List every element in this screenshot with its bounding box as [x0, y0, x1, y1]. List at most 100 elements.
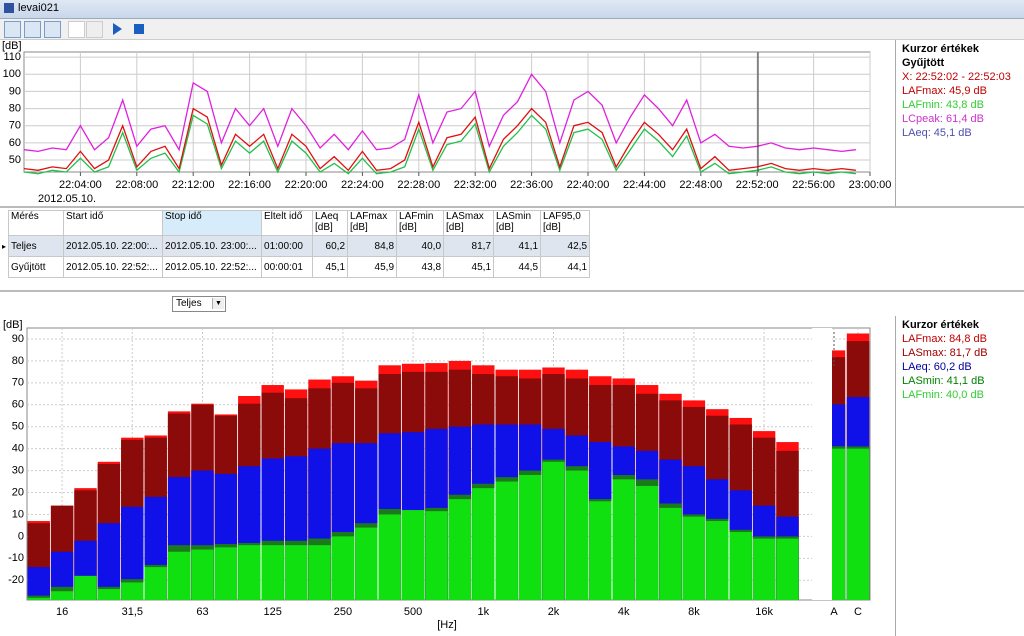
x-tick-label: 22:28:00 — [397, 179, 440, 191]
spectrum-bar — [401, 510, 425, 600]
table-cell: 01:00:00 — [261, 235, 314, 257]
x-tick-label: 31,5 — [122, 606, 143, 618]
table-area: Mérés Start idő Stop idő Eltelt idő LAeq [dB]… — [0, 206, 1024, 292]
spectrum-bar — [191, 549, 214, 600]
tool-button[interactable] — [44, 21, 61, 38]
header-cell: LAF95,0 [dB] — [540, 210, 591, 236]
series-line — [23, 73, 856, 153]
spectrum-bar — [425, 511, 448, 600]
cursor-panel: Kurzor értékek Gyűjtött X: 22:52:02 - 22:5… — [895, 40, 1024, 206]
panel-item: LAeq: 45,1 dB — [902, 127, 972, 139]
x-tick-label: 22:52:00 — [736, 179, 779, 191]
spectrum-bar — [495, 481, 518, 600]
header-label: Start idő — [66, 211, 104, 223]
table-row: Gyűjtött 2012.05.10. 22:52:... 2012.05.10.… — [0, 256, 591, 278]
spectrum-bar — [635, 485, 659, 600]
header-unit: [dB] — [543, 222, 561, 233]
table-cell: 45,1 — [312, 256, 349, 278]
header-unit: [dB] — [446, 222, 464, 233]
panel-item: LAFmax: 84,8 dB — [902, 333, 987, 345]
header-label: LAFmax — [350, 211, 388, 223]
row-marker — [0, 211, 9, 236]
spectrum-bar — [355, 527, 378, 600]
tool-button[interactable] — [24, 21, 41, 38]
x-tick-label: 22:44:00 — [623, 179, 666, 191]
panel-item: LAFmin: 43,8 dB — [902, 99, 984, 111]
header-cell: Stop idő — [162, 210, 263, 236]
x-tick-label: 23:00:00 — [849, 179, 892, 191]
date-label: 2012.05.10. — [38, 193, 96, 205]
x-tick-label: 4k — [618, 606, 630, 618]
x-tick-label: 22:12:00 — [172, 179, 215, 191]
x-tick-label: 22:56:00 — [792, 179, 835, 191]
x-tick-label: 16k — [755, 606, 773, 618]
table-cell: 42,5 — [540, 235, 591, 257]
x-tick-label: 22:08:00 — [115, 179, 158, 191]
header-unit: [dB] — [399, 222, 417, 233]
table-cell: 2012.05.10. 23:00:... — [162, 235, 263, 257]
series-line — [23, 107, 856, 172]
window-title: levai021 — [18, 2, 59, 14]
spectrum-bar — [308, 545, 331, 600]
table-cell: 84,8 — [347, 235, 398, 257]
table-cell: 81,7 — [443, 235, 495, 257]
header-label: Eltelt idő — [264, 211, 303, 223]
y-tick-label: 80 — [9, 102, 21, 114]
header-cell: LAeq [dB] — [312, 210, 349, 236]
header-unit: [dB] — [315, 222, 333, 233]
x-tick-label: 8k — [688, 606, 700, 618]
y-tick-label: 50 — [12, 421, 24, 433]
spectrum-bar — [50, 591, 74, 600]
spectrum-bar — [284, 545, 308, 600]
table-row: ▸ Teljes 2012.05.10. 22:00:... 2012.05.10. … — [0, 235, 591, 257]
table-cell: 60,2 — [312, 235, 349, 257]
table-cell: 41,1 — [493, 235, 542, 257]
spectrum-bar — [74, 575, 97, 600]
header-row: Mérés Start idő Stop idő Eltelt idő LAeq [dB]… — [0, 210, 591, 236]
spectrum-bar — [542, 461, 565, 600]
spectrum-bar — [682, 516, 706, 600]
spectrum-bar — [589, 501, 612, 600]
cursor-panel: Kurzor értékek LAFmax: 84,8 dB LASmax: 81,… — [895, 316, 1024, 636]
x-tick-label: 16 — [56, 606, 68, 618]
spectrum-bar — [518, 474, 542, 600]
spectrum-bar — [659, 507, 682, 600]
y-tick-label: 70 — [9, 120, 21, 132]
header-unit: [dB] — [496, 222, 514, 233]
play-stop[interactable] — [110, 22, 150, 36]
panel-item: X: 22:52:02 - 22:52:03 — [902, 71, 1011, 83]
results-table: Mérés Start idő Stop idő Eltelt idő LAeq [dB]… — [0, 210, 591, 278]
header-label: LAF95,0 — [543, 211, 581, 223]
panel-item: LAeq: 60,2 dB — [902, 361, 972, 373]
spectrum-bar — [261, 545, 284, 600]
spectrum-bar — [776, 538, 799, 600]
table-cell: 44,5 — [493, 256, 542, 278]
header-cell: LASmax [dB] — [443, 210, 495, 236]
dropdown[interactable]: Teljes ▼ — [172, 296, 226, 312]
y-tick-label: 90 — [9, 85, 21, 97]
table-cell: 2012.05.10. 22:52:... — [162, 256, 263, 278]
spectrum-bar — [565, 470, 589, 600]
x-tick-label: 125 — [264, 606, 282, 618]
panel-item: LAFmax: 45,9 dB — [902, 85, 987, 97]
header-cell: LASmin [dB] — [493, 210, 542, 236]
header-unit: [dB] — [350, 222, 368, 233]
y-tick-label: 30 — [12, 464, 24, 476]
panel-subtitle: Gyűjtött — [902, 57, 945, 69]
header-cell: Eltelt idő — [261, 210, 314, 236]
header-cell: Mérés — [8, 210, 65, 236]
panel-item: LASmin: 41,1 dB — [902, 375, 985, 387]
x-tick-label: 22:16:00 — [228, 179, 271, 191]
header-label: LAeq — [315, 211, 339, 223]
header-label: LAFmin — [399, 211, 434, 223]
tool-button[interactable] — [86, 21, 103, 38]
spectrum-bar — [846, 448, 870, 600]
tool-button[interactable] — [68, 21, 85, 38]
header-label: Stop idő — [165, 211, 202, 223]
tool-button[interactable] — [4, 21, 21, 38]
y-tick-label: -10 — [8, 552, 24, 564]
spectrum-bar — [121, 506, 144, 600]
table-cell: Gyűjtött — [8, 256, 65, 278]
series-line — [23, 114, 856, 175]
